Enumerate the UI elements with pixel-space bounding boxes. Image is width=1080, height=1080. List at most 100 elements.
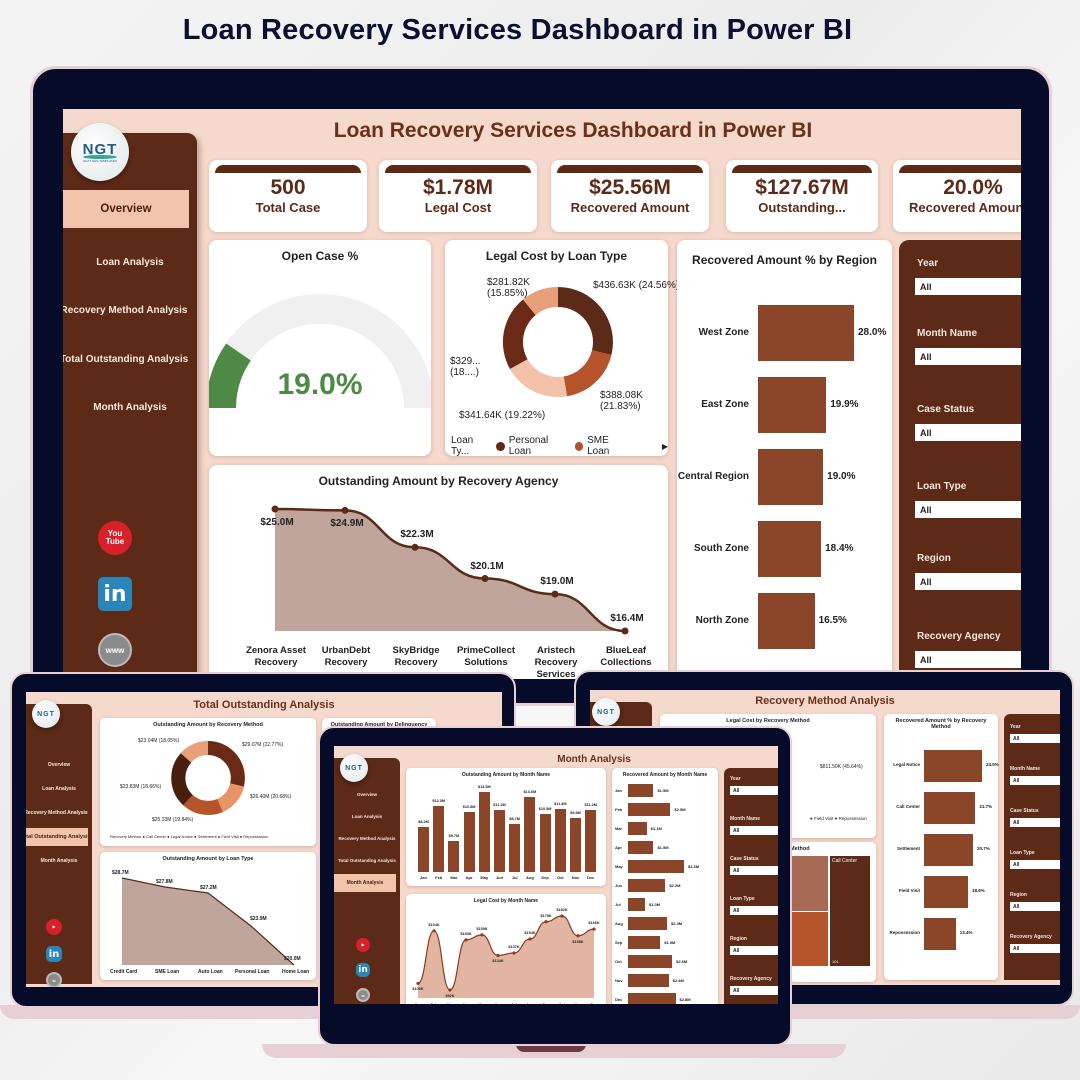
nav-recovery-method-analysis[interactable]: Recovery Method Analysis [63, 305, 188, 316]
mini-nav-loan[interactable]: Loan Analysis [351, 814, 383, 819]
mini-nav-outstanding[interactable]: Total Outstanding Analysis [26, 828, 88, 846]
slicer-loan-type-dropdown[interactable]: All [915, 501, 1021, 518]
agency-axis-label: Aristech Recovery Services [534, 645, 578, 679]
linkedin-icon[interactable]: in [46, 946, 62, 962]
region-bar[interactable] [758, 593, 815, 649]
recovered-month-bar[interactable] [628, 936, 661, 949]
month-outstanding-bar[interactable] [554, 809, 566, 872]
mini-slicer-dropdown[interactable]: All [1010, 902, 1060, 911]
recovered-month-bar[interactable] [628, 860, 684, 873]
method-pct-bar[interactable] [924, 876, 969, 908]
region-value: 16.5% [818, 615, 847, 626]
slicer-loan-type-label: Loan Type [917, 481, 967, 492]
mini-nav-overview[interactable]: Overview [356, 792, 377, 797]
mini-slicer-dropdown[interactable]: All [1010, 860, 1060, 869]
slicer-year-dropdown[interactable]: All [915, 278, 1021, 295]
legend-next-arrow-icon[interactable]: ▶ [661, 441, 668, 451]
youtube-icon[interactable]: You Tube [98, 521, 132, 555]
month-outstanding-bar[interactable] [463, 812, 475, 872]
ngt-logo: NGT [340, 754, 368, 782]
ngt-logo: NGT NEXT GEN TEMPLATES [71, 123, 129, 181]
website-globe-icon[interactable]: www [98, 633, 132, 667]
slicer-region-dropdown[interactable]: All [915, 573, 1021, 590]
left-laptop-base [0, 1005, 330, 1019]
month-dashboard: Month Analysis NGT Overview Loan Analysi… [334, 746, 778, 1004]
recovered-month-bar[interactable] [628, 917, 668, 930]
recovered-month-bar[interactable] [628, 955, 673, 968]
mini-slicer-dropdown[interactable]: All [730, 906, 778, 915]
mini-slicer-label: Month Name [1010, 766, 1040, 772]
mini-nav-overview[interactable]: Overview [47, 762, 71, 768]
mini-slicer-label: Year [1010, 724, 1021, 730]
month-outstanding-bar[interactable] [524, 796, 536, 872]
open-case-value: 19.0% [277, 368, 363, 401]
recovered-month-bar[interactable] [628, 784, 654, 797]
mini-slicer-label: Recovery Agency [730, 976, 772, 982]
website-globe-icon[interactable]: w [46, 972, 62, 987]
month-outstanding-bar[interactable] [570, 817, 581, 872]
linkedin-icon[interactable]: in [98, 577, 132, 611]
ngt-logo: NGT [32, 700, 60, 728]
region-bar[interactable] [758, 305, 854, 361]
main-laptop-frame: NGT NEXT GEN TEMPLATES Overview Loan Ana… [30, 66, 1052, 706]
slicer-month-dropdown[interactable]: All [915, 348, 1021, 365]
method-pct-bar[interactable] [924, 792, 976, 824]
slice-label-1: $436.63K (24.56%) [593, 280, 680, 291]
method-pct-bar[interactable] [924, 750, 982, 782]
nav-sidebar: NGT NEXT GEN TEMPLATES Overview Loan Ana… [63, 123, 197, 679]
mini-nav-outstanding[interactable]: Total Outstanding Analysis [338, 858, 396, 863]
youtube-icon[interactable]: ▶ [356, 938, 370, 952]
month-outstanding-bar[interactable] [448, 840, 460, 872]
mini-slicer-dropdown[interactable]: All [730, 826, 778, 835]
agency-axis-label: Zenora Asset Recovery [246, 645, 306, 668]
nav-month-analysis[interactable]: Month Analysis [93, 402, 167, 413]
recovered-month-bar[interactable] [628, 974, 669, 987]
recovered-month-bar[interactable] [628, 993, 676, 1004]
nav-total-outstanding-analysis[interactable]: Total Outstanding Analysis [63, 354, 189, 365]
mini-nav-method[interactable]: Recovery Method Analysis [338, 836, 396, 841]
mini-slicer-dropdown[interactable]: All [730, 986, 778, 995]
month-outstanding-bar[interactable] [433, 805, 445, 872]
mini-nav-loan[interactable]: Loan Analysis [42, 786, 76, 792]
month-outstanding-bar[interactable] [478, 792, 490, 872]
agency-axis-label: SkyBridge Recovery [392, 645, 440, 668]
month-outstanding-bar[interactable] [418, 826, 429, 872]
slicer-case-status-dropdown[interactable]: All [915, 424, 1021, 441]
mini-slicer-dropdown[interactable]: All [1010, 818, 1060, 827]
recovered-month-card: Recovered Amount by Month Name Jan $1.5M F… [612, 768, 718, 1004]
linkedin-icon[interactable]: in [356, 963, 370, 977]
mini-slicer-dropdown[interactable]: All [730, 786, 778, 795]
hero-title: Loan Recovery Services Dashboard in Powe… [182, 14, 853, 46]
mini-slicer-dropdown[interactable]: All [1010, 944, 1060, 953]
youtube-icon[interactable]: ▶ [46, 919, 62, 935]
recovered-month-bar[interactable] [628, 898, 645, 911]
month-outstanding-bar[interactable] [585, 810, 597, 872]
mini-nav-month[interactable]: Month Analysis [40, 858, 78, 864]
nav-overview[interactable]: Overview [63, 190, 189, 228]
mini-nav-method[interactable]: Recovery Method Analysis [26, 810, 88, 816]
slice-label-3: $341.64K (19.22%) [459, 410, 546, 421]
region-bar[interactable] [758, 521, 822, 577]
month-outstanding-bar[interactable] [494, 810, 505, 872]
method-pct-bar[interactable] [924, 834, 973, 866]
mini-slicer-dropdown[interactable]: All [1010, 734, 1060, 743]
mini-slicer-dropdown[interactable]: All [730, 866, 778, 875]
website-globe-icon[interactable]: w [356, 988, 370, 1002]
agency-axis-label: PrimeCollect Solutions [456, 645, 516, 668]
recovered-month-bar[interactable] [628, 822, 647, 835]
treemap-call-center[interactable]: Call Center 101 [830, 856, 870, 966]
recovered-month-bar[interactable] [628, 803, 671, 816]
nav-loan-analysis[interactable]: Loan Analysis [96, 257, 164, 268]
slicer-agency-dropdown[interactable]: All [915, 651, 1021, 668]
region-bar[interactable] [758, 377, 827, 433]
month-outstanding-bar[interactable] [509, 824, 521, 872]
mini-slicer-dropdown[interactable]: All [1010, 776, 1060, 785]
region-bar[interactable] [758, 449, 824, 505]
mini-slicer-dropdown[interactable]: All [730, 946, 778, 955]
recovered-month-bar[interactable] [628, 879, 666, 892]
month-outstanding-bar[interactable] [539, 814, 551, 872]
method-pct-bar[interactable] [924, 918, 956, 950]
mini-nav-month[interactable]: Month Analysis [334, 874, 396, 892]
mini-slicer-label: Case Status [1010, 808, 1039, 814]
recovered-month-bar[interactable] [628, 841, 654, 854]
